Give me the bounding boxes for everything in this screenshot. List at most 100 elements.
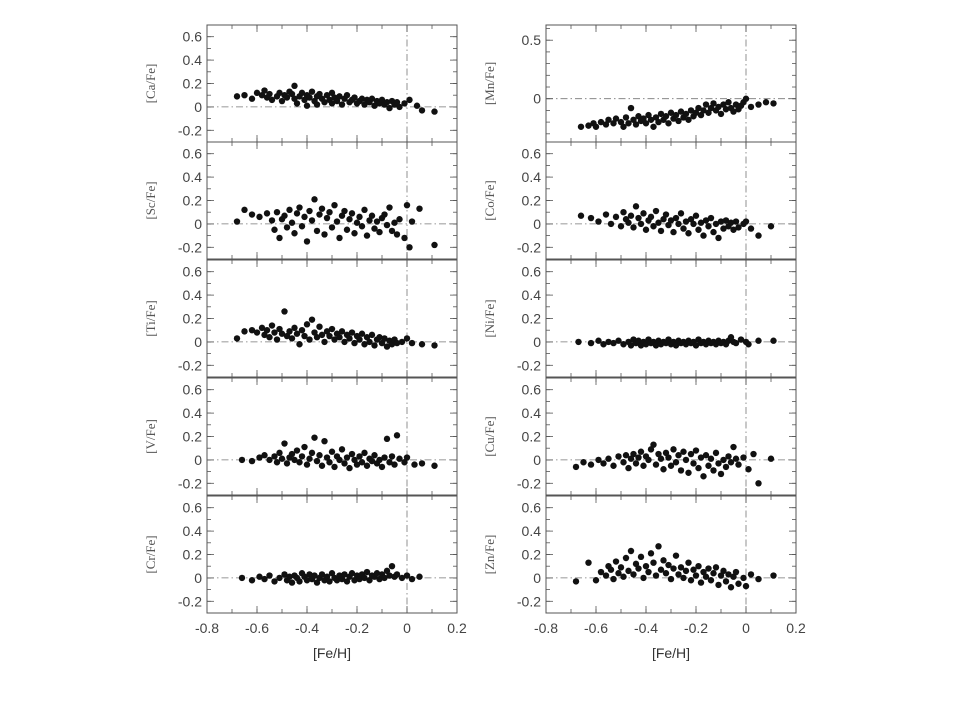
data-point	[333, 218, 341, 225]
y-tick-label: 0.4	[522, 287, 542, 303]
data-point	[258, 92, 266, 99]
panel-cr-fe: -0.2 0 0.2 0.4 0.6 [Cr/Fe] -0.8 -0.6 -0.4 -0.2 0 0.…	[143, 495, 467, 661]
data-point	[620, 123, 627, 130]
data-point	[655, 118, 662, 126]
data-point	[383, 435, 391, 443]
data-point	[677, 108, 685, 115]
data-point	[358, 223, 366, 230]
data-point	[248, 211, 256, 218]
data-point	[391, 461, 398, 468]
panel-frame	[206, 24, 458, 143]
data-point	[700, 473, 707, 480]
data-point	[635, 454, 642, 461]
data-point	[622, 452, 630, 459]
data-point	[592, 577, 600, 584]
data-point	[745, 466, 752, 473]
data-point	[321, 231, 328, 238]
data-point	[702, 101, 710, 108]
data-point	[635, 565, 642, 572]
data-point	[637, 220, 645, 228]
data-point	[650, 123, 657, 130]
data-point	[625, 120, 632, 127]
data-point	[577, 212, 585, 219]
panel-frame	[545, 495, 797, 614]
data-point	[630, 224, 637, 231]
data-point	[605, 116, 612, 123]
data-point	[700, 232, 707, 239]
x-tick-label: -0.8	[534, 620, 558, 636]
data-point	[610, 575, 617, 583]
data-point	[431, 462, 438, 469]
data-point	[291, 82, 298, 90]
data-point	[707, 455, 715, 462]
data-point	[640, 574, 647, 582]
data-point	[600, 460, 607, 467]
data-point	[336, 93, 343, 100]
data-point	[577, 123, 585, 130]
data-point	[622, 554, 630, 562]
data-point	[647, 116, 655, 123]
y-tick-label: -0.2	[178, 475, 202, 491]
data-point	[363, 462, 371, 469]
data-point	[293, 330, 301, 337]
data-point	[630, 571, 637, 578]
data-point	[328, 448, 336, 455]
data-point	[333, 577, 341, 584]
data-point	[358, 95, 366, 102]
y-tick-label: -0.2	[178, 593, 202, 609]
data-point	[705, 223, 712, 230]
data-point	[416, 573, 423, 580]
panel-v-fe: -0.2 0 0.2 0.4 0.6 [V/Fe]	[143, 377, 458, 496]
data-point	[388, 227, 396, 235]
data-point	[326, 459, 333, 466]
data-point	[605, 455, 612, 462]
data-point	[248, 457, 256, 465]
data-point	[622, 114, 630, 121]
data-point	[595, 337, 602, 344]
data-point	[640, 115, 647, 122]
data-point	[361, 206, 368, 214]
data-point	[710, 467, 717, 474]
data-point	[632, 460, 640, 467]
data-point	[303, 321, 311, 328]
data-point	[705, 565, 712, 572]
data-point	[288, 579, 296, 586]
data-point	[316, 211, 323, 218]
data-point	[358, 459, 366, 466]
data-point	[720, 567, 727, 575]
data-point	[702, 573, 710, 580]
data-point	[610, 339, 617, 347]
data-point	[722, 463, 730, 471]
data-point	[625, 567, 632, 575]
data-point	[645, 568, 652, 576]
data-point	[273, 459, 281, 466]
y-tick-label: -0.2	[517, 239, 541, 255]
data-point	[313, 334, 321, 341]
data-point	[685, 469, 692, 476]
data-point	[690, 566, 697, 573]
data-point	[692, 342, 700, 349]
y-tick-label: 0.5	[522, 32, 542, 48]
data-point	[572, 463, 580, 471]
data-point	[677, 564, 685, 571]
data-point	[720, 101, 727, 108]
data-point	[632, 560, 640, 568]
data-point	[313, 227, 321, 235]
data-point	[662, 570, 670, 577]
data-point	[261, 331, 268, 339]
data-point	[655, 450, 662, 458]
data-point	[710, 570, 717, 577]
data-point	[328, 570, 336, 577]
data-point	[301, 96, 308, 104]
data-point	[672, 552, 680, 559]
x-tick-label: 0	[403, 620, 411, 636]
data-point	[281, 212, 288, 219]
data-point	[725, 99, 732, 106]
data-point	[371, 342, 378, 349]
panel-frame	[206, 259, 458, 378]
y-tick-label: 0.4	[522, 169, 542, 185]
y-tick-label: 0.2	[522, 311, 542, 327]
data-point	[680, 574, 687, 582]
data-point	[371, 452, 378, 459]
y-tick-label: 0.4	[183, 169, 203, 185]
